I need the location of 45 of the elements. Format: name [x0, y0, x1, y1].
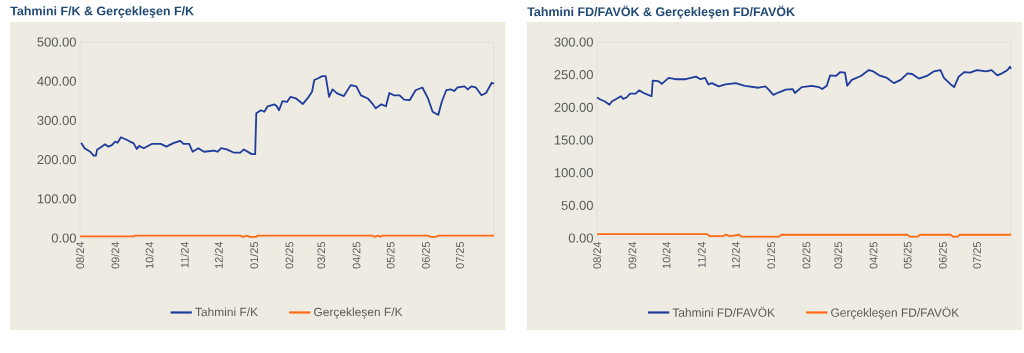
x-tick-label: 10/24 — [145, 241, 154, 269]
x-tick-label: 07/25 — [972, 241, 981, 269]
x-tick-label: 06/25 — [421, 241, 430, 269]
x-tick-label: 03/25 — [317, 241, 326, 269]
x-tick-label: 09/24 — [628, 241, 637, 269]
x-tick-label: 04/25 — [869, 241, 878, 269]
y-tick-label: 400.00 — [37, 76, 76, 86]
y-tick-label: 0.00 — [51, 233, 76, 243]
y-tick-label: 0.00 — [568, 233, 593, 243]
y-tick-label: 250.00 — [554, 70, 593, 80]
y-tick-label: 500.00 — [37, 37, 76, 47]
x-tick-label: 02/25 — [802, 241, 811, 269]
y-tick-label: 100.00 — [37, 194, 76, 204]
y-tick-label: 50.00 — [561, 200, 593, 210]
y-tick-label: 300.00 — [554, 37, 593, 47]
x-tick-label: 01/25 — [767, 241, 776, 269]
x-tick-label: 08/24 — [592, 241, 602, 269]
x-tick-label: 06/25 — [938, 241, 947, 269]
x-tick-label: 05/25 — [386, 241, 395, 269]
line-series — [80, 75, 495, 157]
y-tick-label: 100.00 — [554, 168, 593, 178]
x-tick-label: 11/24 — [180, 241, 189, 268]
y-tick-label: 300.00 — [37, 115, 76, 125]
x-tick-label: 05/25 — [903, 241, 912, 269]
y-tick-label: 200.00 — [37, 155, 76, 165]
x-tick-label: 09/24 — [111, 241, 120, 269]
legend-label: Gerçekleşen FD/FAVÖK — [831, 306, 960, 320]
x-tick-label: 03/25 — [834, 241, 843, 269]
x-tick-label: 01/25 — [250, 241, 259, 269]
x-tick-label: 02/25 — [285, 241, 294, 269]
y-tick-label: 150.00 — [554, 135, 593, 145]
x-tick-label: 12/24 — [214, 241, 223, 269]
y-tick-label: 200.00 — [554, 102, 593, 112]
x-tick-label: 11/24 — [697, 241, 706, 268]
chart-title: Tahmini FD/FAVÖK & Gerçekleşen FD/FAVÖK — [527, 5, 795, 19]
x-tick-label: 04/25 — [352, 241, 361, 269]
legend-label: Gerçekleşen F/K — [314, 307, 403, 319]
x-tick-label: 12/24 — [731, 241, 740, 269]
x-tick-label: 07/25 — [455, 241, 464, 269]
chart-title: Tahmini F/K & Gerçekleşen F/K — [10, 6, 194, 18]
legend-label: Tahmini FD/FAVÖK — [672, 306, 775, 317]
legend-label: Tahmini F/K — [195, 307, 258, 317]
x-tick-label: 08/24 — [75, 241, 85, 269]
x-tick-label: 10/24 — [662, 241, 671, 269]
line-series — [596, 65, 1012, 106]
